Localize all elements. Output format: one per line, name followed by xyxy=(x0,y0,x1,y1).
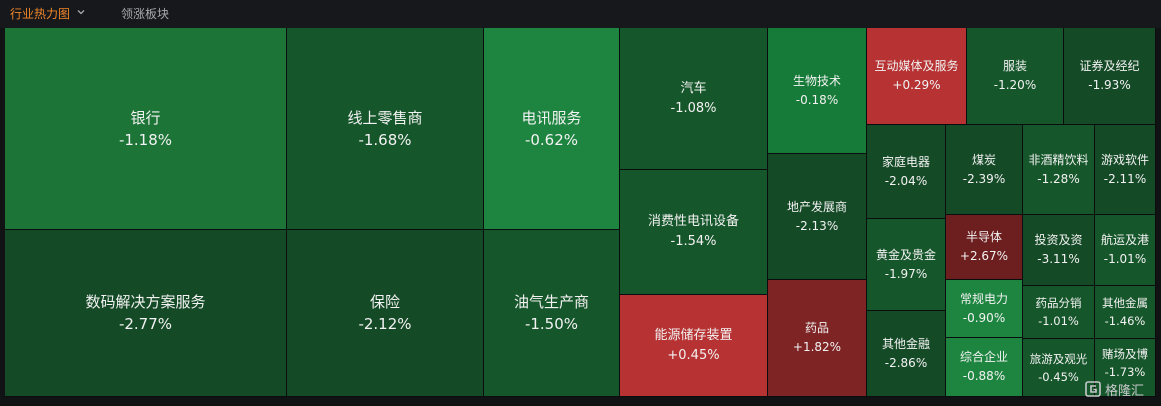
heatmap-cell-household-appliances[interactable]: 家庭电器 -2.04% xyxy=(867,125,946,219)
heatmap-cell-coal[interactable]: 煤炭 -2.39% xyxy=(946,125,1023,215)
cell-change: -1.01% xyxy=(1103,252,1147,266)
heatmap-cell-conglomerates[interactable]: 综合企业 -0.88% xyxy=(946,338,1023,397)
cell-change: -1.20% xyxy=(993,78,1037,92)
cell-change: -2.11% xyxy=(1103,171,1147,186)
cell-name: 数码解决方案服务 xyxy=(85,293,206,311)
cell-change: +0.29% xyxy=(892,78,941,92)
heatmap-cell-telecom-services[interactable]: 电讯服务 -0.62% xyxy=(484,28,620,230)
cell-name: 半导体 xyxy=(965,230,1002,244)
heatmap-cell-other-financials[interactable]: 其他金融 -2.86% xyxy=(867,311,946,397)
cell-change: -0.62% xyxy=(524,130,579,149)
heatmap-treemap: 银行 -1.18% 数码解决方案服务 -2.77% 线上零售商 -1.68% 保… xyxy=(5,28,1156,397)
cell-change: -1.28% xyxy=(1037,171,1080,186)
cell-change: -1.18% xyxy=(118,130,173,149)
heatmap-cell-banks[interactable]: 银行 -1.18% xyxy=(5,28,287,230)
heatmap-cell-shipping-ports[interactable]: 航运及港 -1.01% xyxy=(1095,215,1156,286)
cell-name: 药品 xyxy=(804,321,829,335)
heatmap-cell-autos[interactable]: 汽车 -1.08% xyxy=(620,28,768,170)
heatmap-cell-tourism[interactable]: 旅游及观光 -0.45% xyxy=(1023,339,1095,397)
cell-name: 线上零售商 xyxy=(347,108,423,127)
cell-name: 常规电力 xyxy=(959,291,1008,306)
heatmap-cell-property-developers[interactable]: 地产发展商 -2.13% xyxy=(768,154,867,280)
cell-change: -2.77% xyxy=(118,315,173,333)
cell-name: 综合企业 xyxy=(959,350,1008,364)
cell-change: -1.97% xyxy=(884,266,928,281)
heatmap-cell-gold-precious-metals[interactable]: 黄金及贵金 -1.97% xyxy=(867,219,946,311)
cell-name: 地产发展商 xyxy=(786,199,847,214)
cell-name: 保险 xyxy=(369,293,400,311)
chevron-down-icon[interactable] xyxy=(76,7,86,17)
cell-name: 非酒精饮料 xyxy=(1028,152,1089,167)
cell-change: +1.82% xyxy=(792,340,842,354)
heatmap-cell-other-metals[interactable]: 其他金属 -1.46% xyxy=(1095,286,1156,339)
heatmap-cell-pharmaceuticals[interactable]: 药品 +1.82% xyxy=(768,280,867,397)
logo-text: 格隆汇 xyxy=(1105,383,1145,399)
cell-change: -1.08% xyxy=(670,100,717,116)
heatmap-cell-drug-distribution[interactable]: 药品分销 -1.01% xyxy=(1023,286,1095,339)
cell-name: 其他金属 xyxy=(1102,296,1148,310)
cell-change: -1.54% xyxy=(670,234,717,249)
cell-change: -1.93% xyxy=(1088,78,1131,92)
cell-name: 旅游及观光 xyxy=(1029,351,1088,366)
heatmap-cell-securities-brokerage[interactable]: 证券及经纪 -1.93% xyxy=(1064,28,1156,125)
heatmap-cell-casinos-gaming[interactable]: 赌场及博 -1.73% xyxy=(1095,339,1156,397)
heatmap-cell-online-retail[interactable]: 线上零售商 -1.68% xyxy=(287,28,484,230)
cell-name: 药品分销 xyxy=(1035,296,1082,310)
cell-change: +2.67% xyxy=(959,249,1009,263)
cell-change: -2.39% xyxy=(962,171,1006,186)
heatmap-cell-apparel[interactable]: 服装 -1.20% xyxy=(967,28,1064,125)
cell-name: 油气生产商 xyxy=(513,293,589,311)
cell-name: 互动媒体及服务 xyxy=(874,59,959,73)
cell-change: -2.04% xyxy=(884,173,928,188)
gelonghui-logo: 格隆汇 xyxy=(1085,378,1159,400)
cell-name: 投资及资 xyxy=(1034,233,1083,247)
heatmap-cell-game-software[interactable]: 游戏软件 -2.11% xyxy=(1095,125,1156,215)
cell-change: -1.46% xyxy=(1104,314,1146,328)
cell-name: 证券及经纪 xyxy=(1079,59,1140,73)
heatmap-cell-oil-gas[interactable]: 油气生产商 -1.50% xyxy=(484,230,620,397)
cell-change: -1.01% xyxy=(1038,314,1079,328)
cell-change: -1.73% xyxy=(1104,365,1146,379)
heatmap-cell-insurance[interactable]: 保险 -2.12% xyxy=(287,230,484,397)
tab-leading-sectors[interactable]: 领涨板块 xyxy=(121,7,170,21)
cell-change: -0.18% xyxy=(795,92,839,107)
cell-name: 服装 xyxy=(1002,59,1027,73)
heatmap-cell-digital-solutions[interactable]: 数码解决方案服务 -2.77% xyxy=(5,230,287,397)
cell-name: 赌场及博 xyxy=(1102,347,1148,361)
cell-name: 家庭电器 xyxy=(881,154,930,169)
cell-change: -0.45% xyxy=(1038,369,1079,384)
heatmap-cell-consumer-telecom-equipment[interactable]: 消费性电讯设备 -1.54% xyxy=(620,170,768,295)
cell-name: 电讯服务 xyxy=(521,108,582,127)
cell-name: 消费性电讯设备 xyxy=(647,214,739,229)
cell-name: 银行 xyxy=(130,108,161,127)
cell-change: -2.12% xyxy=(358,315,412,333)
cell-change: +0.45% xyxy=(667,347,720,363)
cell-name: 生物技术 xyxy=(792,73,841,88)
top-tab-bar: 行业热力图 领涨板块 xyxy=(0,0,1161,28)
cell-change: -2.13% xyxy=(795,218,839,233)
cell-change: -0.88% xyxy=(962,369,1006,383)
heatmap-cell-interactive-media[interactable]: 互动媒体及服务 +0.29% xyxy=(867,28,967,125)
heatmap-cell-energy-storage[interactable]: 能源储存装置 +0.45% xyxy=(620,295,768,397)
heatmap-cell-investment-asset[interactable]: 投资及资 -3.11% xyxy=(1023,215,1095,286)
cell-name: 煤炭 xyxy=(971,152,996,167)
cell-change: -3.11% xyxy=(1037,252,1080,266)
heatmap-cell-biotech[interactable]: 生物技术 -0.18% xyxy=(768,28,867,154)
cell-name: 游戏软件 xyxy=(1100,152,1149,167)
cell-change: -1.50% xyxy=(524,315,579,333)
cell-name: 汽车 xyxy=(680,80,707,96)
cell-change: -1.68% xyxy=(358,130,412,149)
cell-name: 其他金融 xyxy=(881,336,930,351)
cell-name: 航运及港 xyxy=(1100,233,1149,247)
cell-change: -2.86% xyxy=(884,355,928,370)
cell-change: -0.90% xyxy=(962,310,1006,325)
heatmap-cell-conventional-power[interactable]: 常规电力 -0.90% xyxy=(946,280,1023,338)
tab-industry-heatmap[interactable]: 行业热力图 xyxy=(10,7,71,21)
cell-name: 能源储存装置 xyxy=(654,327,733,343)
gelonghui-logo-icon xyxy=(1085,381,1101,397)
heatmap-cell-non-alcoholic-beverages[interactable]: 非酒精饮料 -1.28% xyxy=(1023,125,1095,215)
heatmap-cell-semiconductors[interactable]: 半导体 +2.67% xyxy=(946,215,1023,280)
cell-name: 黄金及贵金 xyxy=(875,247,936,262)
